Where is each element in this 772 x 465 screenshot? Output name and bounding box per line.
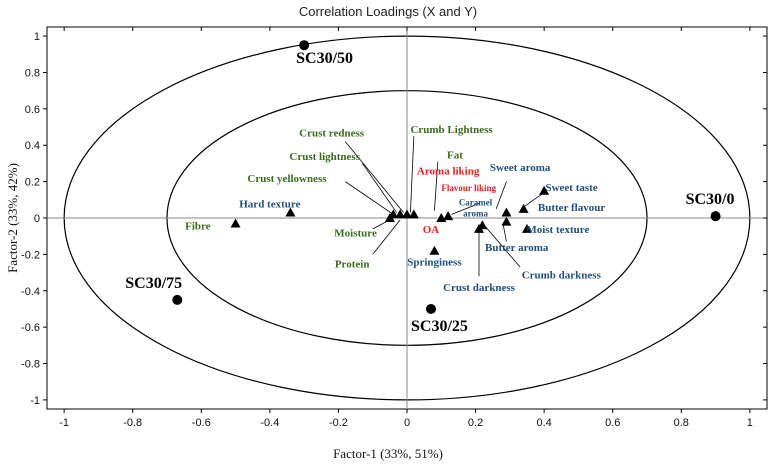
y-tick-label: 0.6 [25,104,40,116]
variable-point [230,218,241,228]
leader-line [523,192,545,208]
variable-label: Sweet aroma [490,162,551,174]
y-tick-label: 1 [34,31,40,43]
variable-label: Moist texture [526,224,589,236]
variable-point [477,220,488,230]
sample-point [426,303,436,314]
sample-point [710,211,721,222]
leader-line [344,141,404,213]
y-tick-label: 0.2 [25,177,40,189]
x-tick-label: 0.4 [536,417,551,429]
variable-label: Springiness [407,257,462,269]
variable-point [539,185,550,195]
leader-line [362,163,398,213]
variable-label: Crust redness [299,128,365,140]
leader-line [410,136,415,213]
variable-label: Fat [447,149,463,161]
x-tick-label: -0.2 [329,417,348,429]
leader-line [451,203,480,215]
x-tick-label: 0 [404,417,410,429]
sample-label: SC30/50 [296,50,353,67]
leader-line [495,181,507,210]
variable-point [518,203,529,213]
leader-line [502,223,507,242]
x-tick-label: 0.2 [468,417,483,429]
variable-label: Crumb darkness [522,269,602,281]
y-tick-label: 0.4 [25,140,40,152]
variable-point [402,209,412,219]
variable-label: Aroma liking [417,166,480,178]
variable-label: Crust yellowness [247,173,327,185]
variable-point [408,209,419,219]
y-axis-label: Factor-2 (33%, 42%) [5,163,20,273]
sample-point [299,40,310,51]
y-tick-label: -0.2 [21,249,40,261]
variable-point [501,216,512,226]
variable-label: Crust lightness [289,151,360,163]
variable-label: Crumb Lightness [410,124,493,136]
variable-label: aroma [463,209,488,219]
x-tick-label: -1 [59,417,69,429]
x-tick-label: -0.8 [123,417,142,429]
variable-label: Fibre [185,220,211,232]
variable-label: Flavour liking [441,183,496,193]
x-axis-label: Factor-1 (33%, 51%) [333,446,443,461]
variable-point [522,223,532,233]
sample-label: SC30/0 [686,191,735,208]
y-tick-label: -0.8 [21,359,40,371]
variable-point [443,211,454,221]
y-tick-label: -0.4 [21,286,40,298]
variable-point [285,207,296,217]
variable-label: Crust darkness [443,282,516,294]
variable-label: Moisture [334,228,377,240]
variable-label: Caramel [459,198,493,208]
variable-point [501,207,512,217]
x-tick-label: -0.6 [192,417,211,429]
x-tick-label: 1 [747,417,753,429]
leader-line [345,181,394,215]
variable-label: Butter aroma [485,242,549,254]
x-tick-label: 0.6 [605,417,620,429]
y-tick-label: 0.8 [25,67,40,79]
variable-point [395,209,406,219]
leader-line [485,226,521,268]
variable-label: Sweet taste [545,182,597,194]
sample-label: SC30/75 [125,275,182,292]
variable-label: OA [423,224,440,236]
leader-line [434,161,439,211]
y-tick-label: -1 [30,395,40,407]
variable-point [429,245,440,255]
variable-label: Butter flavour [538,202,605,214]
y-tick-label: -0.6 [21,322,40,334]
leader-line [372,219,401,255]
x-tick-label: -0.4 [260,417,279,429]
sample-point [172,294,183,305]
variable-label: Hard texture [239,198,300,210]
x-tick-label: 0.8 [674,417,689,429]
y-tick-label: 0 [34,213,40,225]
variable-label: Protein [335,258,370,270]
chart-title: Correlation Loadings (X and Y) [299,4,477,19]
sample-label: SC30/25 [411,318,468,335]
variable-point [388,209,399,219]
